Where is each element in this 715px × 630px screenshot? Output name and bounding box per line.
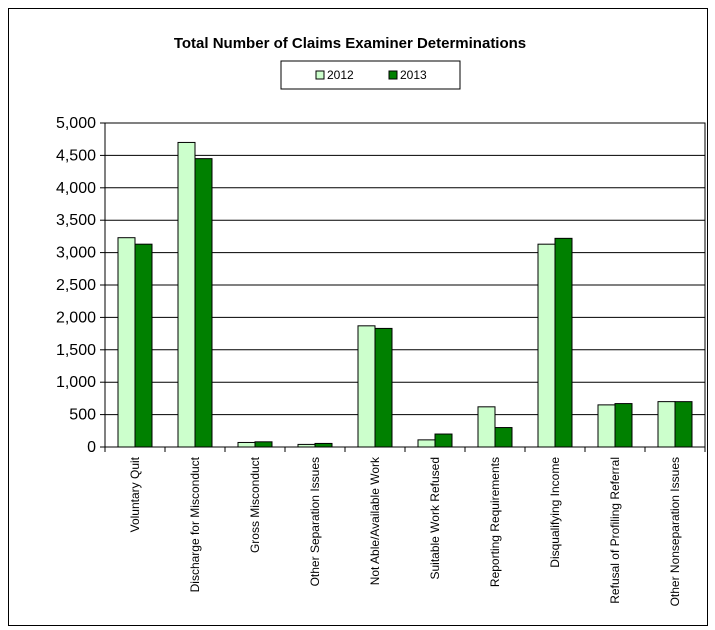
y-tick-label: 3,000 (56, 245, 96, 262)
y-tick-label: 5,000 (56, 115, 96, 132)
bar-2012-9 (597, 404, 616, 448)
y-tick-label: 1,000 (56, 374, 96, 391)
bars (104, 122, 706, 448)
bar-2012-6 (417, 439, 436, 448)
legend-swatch-2013 (388, 70, 398, 80)
y-tick-label: 1,500 (56, 342, 96, 359)
bar-2013-10 (674, 401, 693, 448)
legend-label-2012: 2012 (327, 68, 354, 82)
legend-label-2013: 2013 (400, 68, 427, 82)
category-label: Refusal of Profiling Referral (608, 457, 622, 604)
y-tick-label: 500 (69, 407, 96, 424)
category-label: Disqualifying Income (548, 457, 562, 568)
category-label: Suitable Work Refused (428, 457, 442, 580)
bar-2013-1 (134, 243, 153, 448)
legend-box (280, 60, 461, 90)
bar-2013-6 (434, 433, 453, 448)
bar-2012-10 (657, 401, 676, 448)
bar-2013-7 (494, 427, 513, 448)
category-label: Not Able/Available Work (368, 456, 382, 585)
bar-2012-8 (537, 243, 556, 448)
bar-2013-5 (374, 327, 393, 448)
chart-title: Total Number of Claims Examiner Determin… (174, 35, 526, 52)
category-label: Gross Misconduct (248, 456, 262, 553)
bar-2013-9 (614, 403, 633, 448)
category-label: Other Separation Issues (308, 457, 322, 586)
y-tick-label: 4,500 (56, 147, 96, 164)
y-tick-label: 3,500 (56, 212, 96, 229)
category-label: Discharge for Misconduct (188, 456, 202, 592)
bar-2013-4 (314, 442, 333, 448)
y-tick-label: 4,000 (56, 180, 96, 197)
bar-2013-2 (194, 158, 213, 448)
y-tick-label: 2,500 (56, 277, 96, 294)
category-label: Other Nonseparation Issues (668, 457, 682, 606)
bar-2012-3 (237, 441, 256, 448)
category-label: Reporting Requirements (488, 457, 502, 587)
legend-swatch-2012 (315, 70, 325, 80)
bar-2013-3 (254, 441, 273, 448)
bar-2012-7 (477, 406, 496, 448)
x-axis: Voluntary Quit Discharge for Misconduct Gr… (104, 447, 706, 606)
category-label: Voluntary Quit (128, 456, 142, 532)
legend: 2012 2013 (280, 60, 461, 90)
bar-2012-1 (117, 237, 136, 448)
bar-2012-4 (297, 443, 316, 448)
y-tick-label: 0 (87, 439, 96, 456)
y-tick-label: 2,000 (56, 309, 96, 326)
bar-2012-5 (357, 325, 376, 448)
bar-2013-8 (554, 237, 573, 448)
y-axis: 0 500 1,000 1,500 2,000 2,500 3,000 3,500 4,000 4… (56, 115, 105, 456)
bar-2012-2 (177, 141, 196, 448)
